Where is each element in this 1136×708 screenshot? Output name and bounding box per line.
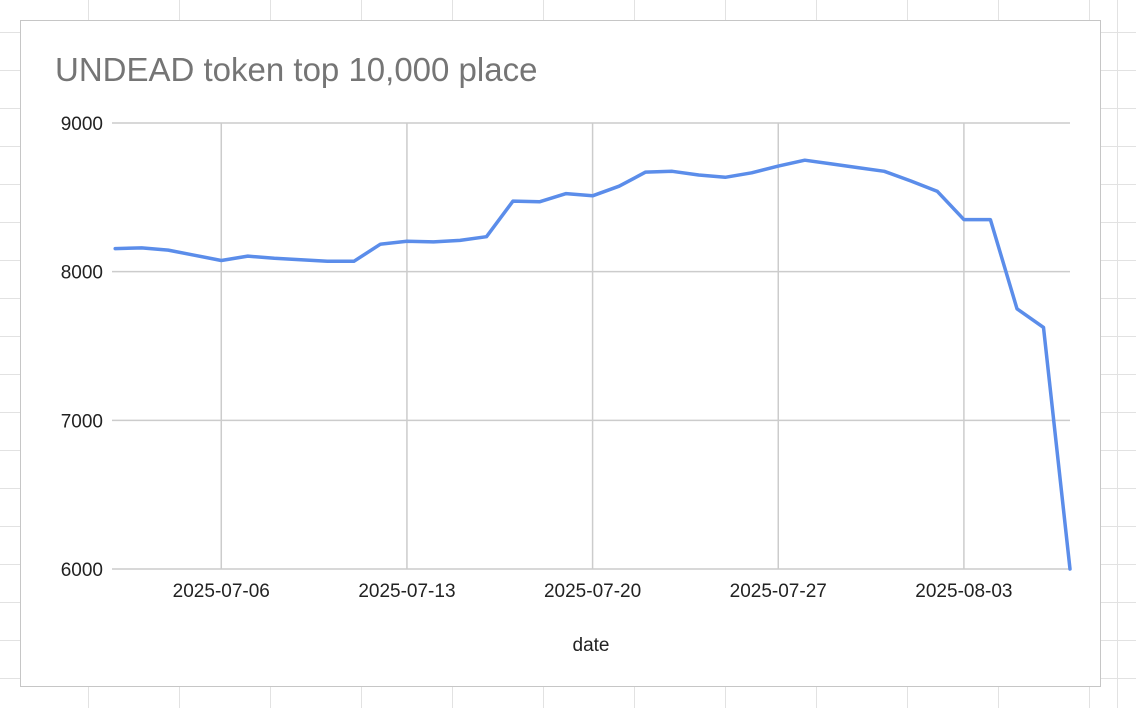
series-layer (113, 158, 1072, 571)
x-tick-label: 2025-07-13 (358, 581, 455, 602)
x-axis-label: date (573, 635, 610, 656)
x-tick-label: 2025-07-27 (730, 581, 827, 602)
series-line (113, 158, 1072, 571)
y-tick-label: 6000 (61, 560, 103, 581)
y-tick-label: 9000 (61, 114, 103, 135)
x-tick-label: 2025-08-03 (915, 581, 1012, 602)
x-axis-ticks: 2025-07-06 2025-07-13 2025-07-20 2025-07-27… (173, 581, 1013, 602)
y-axis-ticks: 9000 8000 7000 6000 (61, 114, 103, 581)
chart-card[interactable]: UNDEAD token top 10,000 place 9000 8000 70… (20, 20, 1101, 687)
sheet-gridline (1117, 0, 1118, 708)
gridlines (112, 122, 1070, 570)
x-tick-label: 2025-07-20 (544, 581, 641, 602)
chart-title: UNDEAD token top 10,000 place (55, 51, 538, 88)
y-tick-label: 7000 (61, 411, 103, 432)
x-tick-label: 2025-07-06 (173, 581, 270, 602)
y-tick-label: 8000 (61, 263, 103, 284)
